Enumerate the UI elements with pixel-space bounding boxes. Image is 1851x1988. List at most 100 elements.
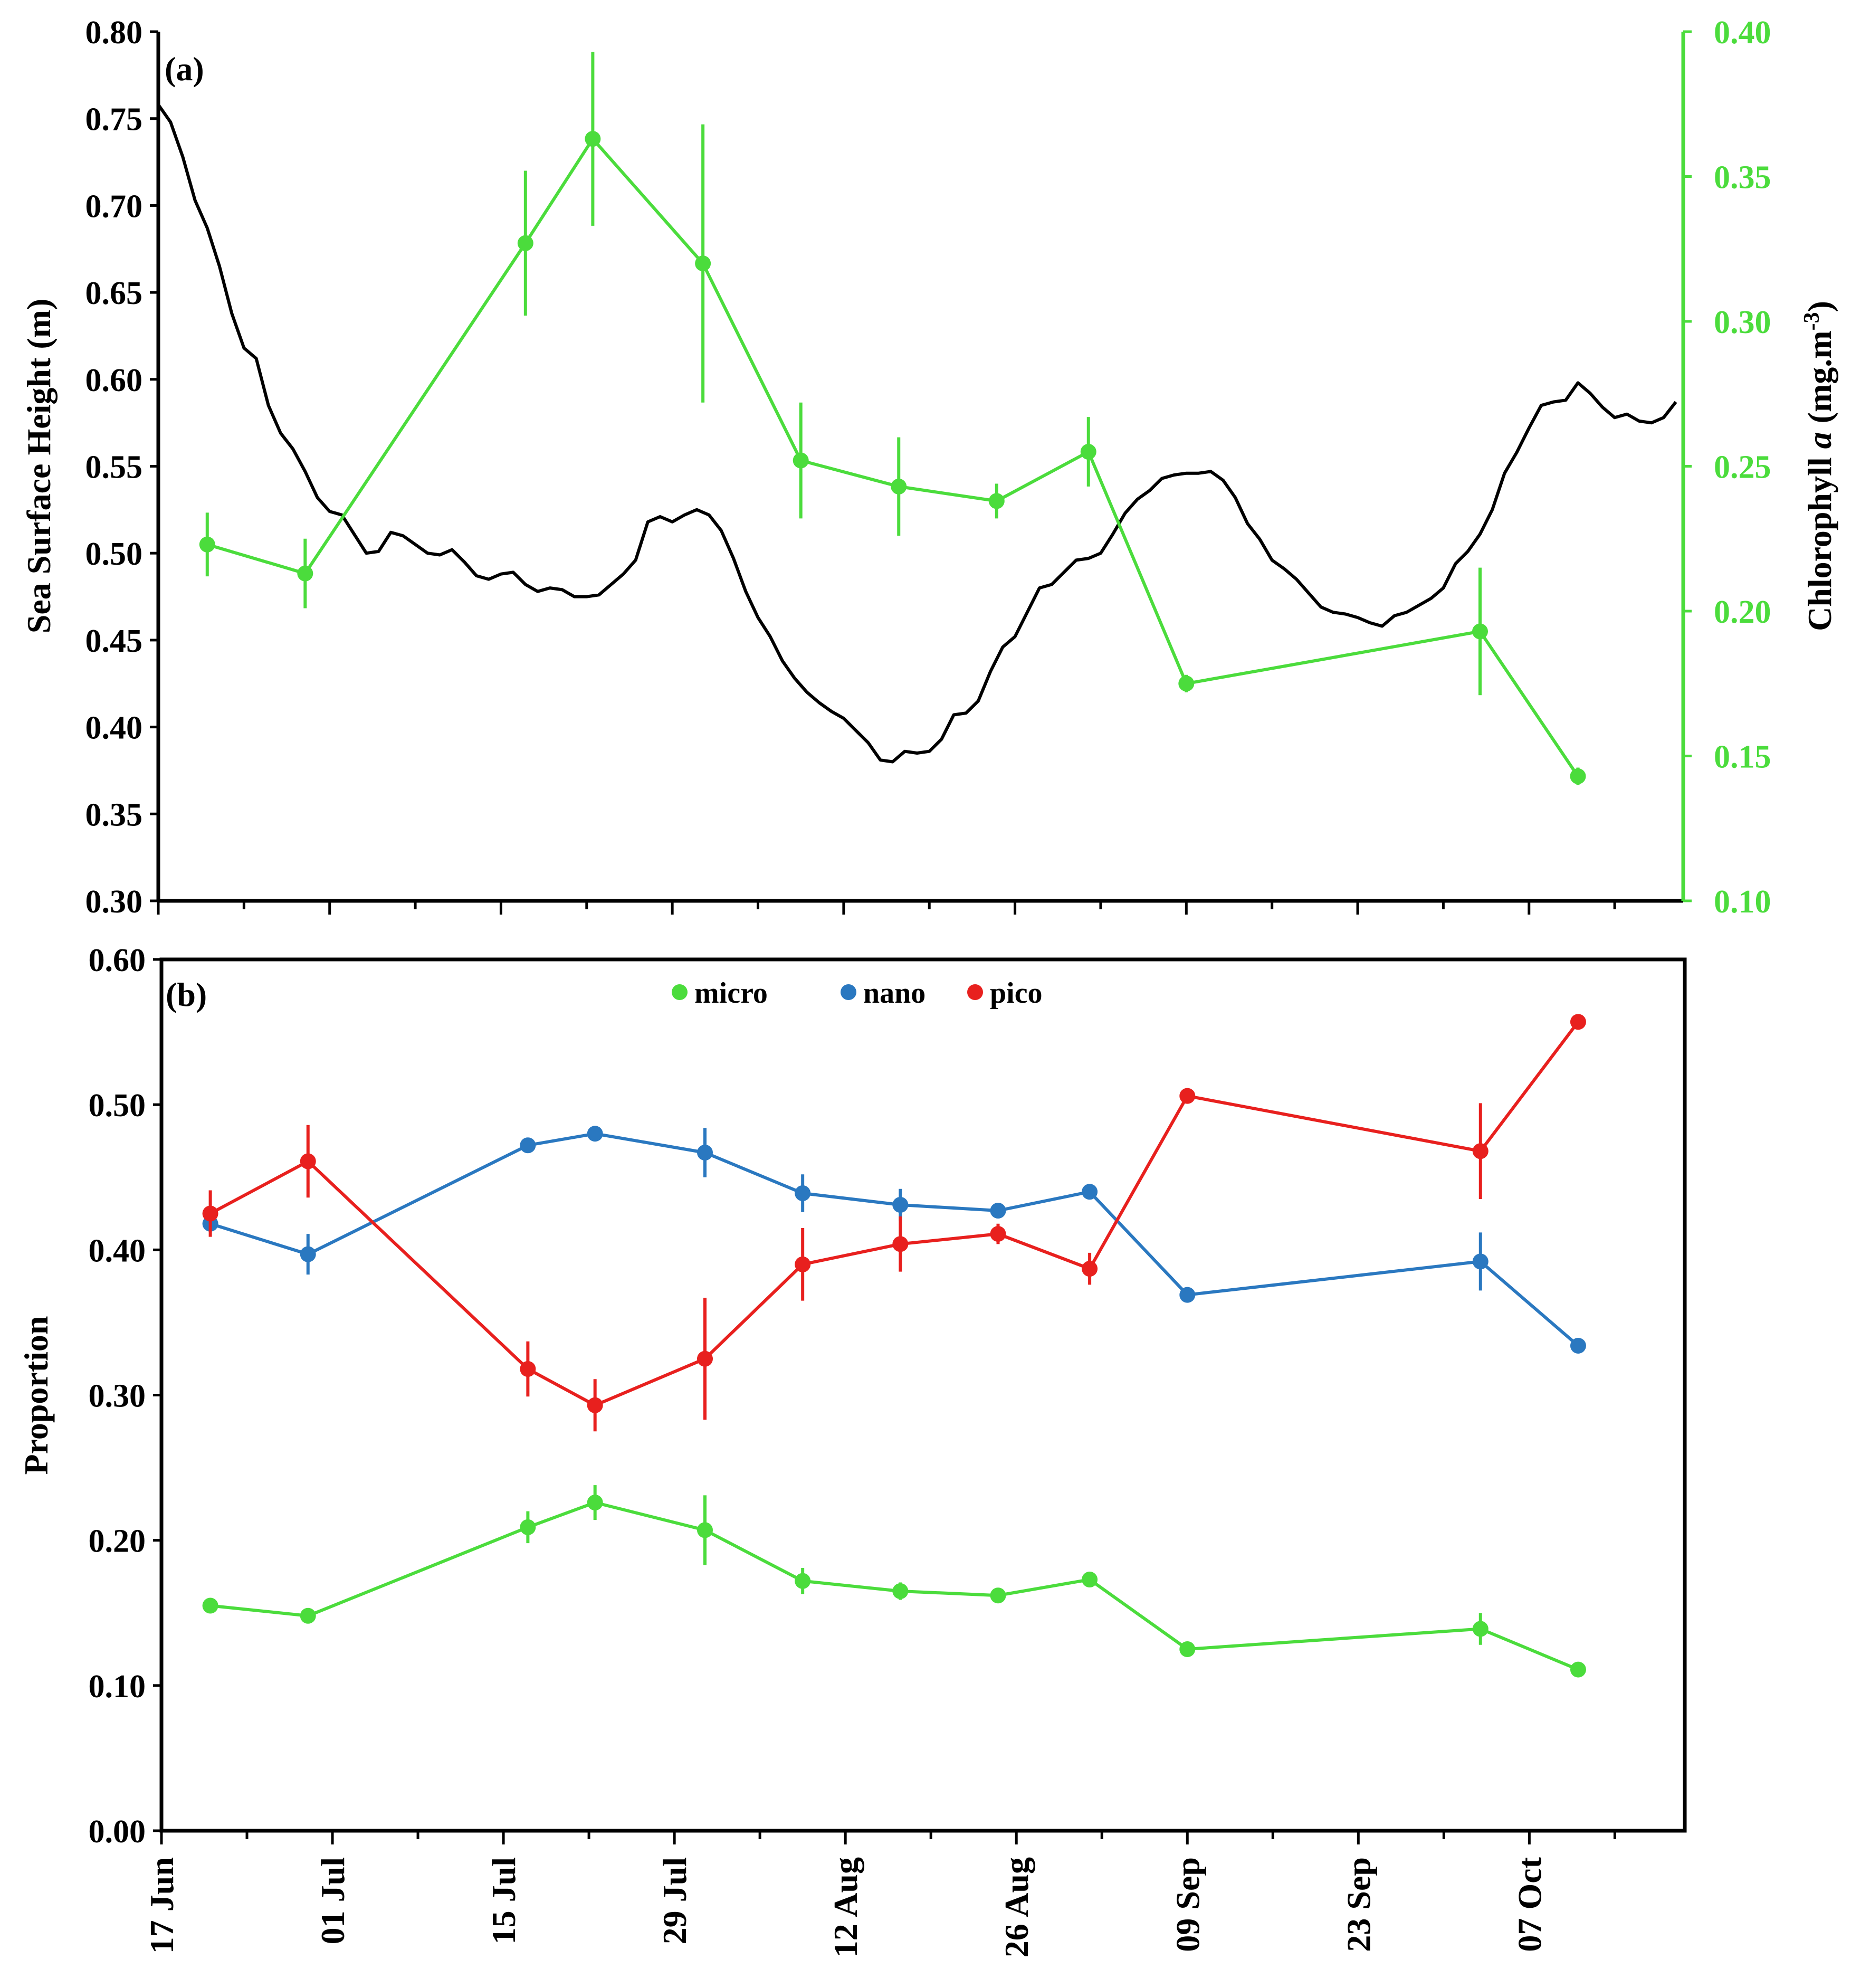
nano-line bbox=[209, 1132, 1579, 1347]
chlorophyll-point bbox=[695, 255, 711, 272]
x-tick-label: 23 Sep bbox=[1340, 1857, 1377, 1952]
pico-point bbox=[795, 1256, 811, 1272]
x-tick-label: 12 Aug bbox=[827, 1857, 864, 1957]
panel-a-y2-tick-label: 0.40 bbox=[1714, 15, 1771, 51]
panel-a-series bbox=[157, 52, 1677, 785]
micro-point bbox=[202, 1597, 218, 1614]
legend-label-pico: pico bbox=[990, 977, 1043, 1010]
micro-point bbox=[1472, 1621, 1489, 1637]
nano-point bbox=[990, 1203, 1006, 1219]
panel-b-label: (b) bbox=[166, 976, 207, 1013]
nano-point bbox=[587, 1126, 603, 1142]
panel-b-frame bbox=[159, 957, 1687, 1833]
panel-b: 0.00 0.10 0.20 0.30 0.40 0.50 0.60 17 Jun 01 Ju… bbox=[17, 943, 1687, 1957]
panel-a-y2-tick-label: 0.35 bbox=[1714, 160, 1771, 196]
chlorophyll-point bbox=[1178, 676, 1195, 692]
panel-b-y-tick-label: 0.30 bbox=[89, 1378, 146, 1414]
nano-point bbox=[1570, 1337, 1586, 1354]
pico-point bbox=[1179, 1088, 1196, 1104]
nano-point bbox=[697, 1144, 713, 1161]
pico-point bbox=[697, 1350, 713, 1367]
panel-a-y2-ticks: 0.10 0.15 0.20 0.25 0.30 0.35 0.40 bbox=[1683, 15, 1771, 920]
chlorophyll-point bbox=[1472, 623, 1488, 640]
panel-a-y-tick-label: 0.80 bbox=[85, 15, 143, 51]
chlorophyll-point bbox=[793, 452, 809, 469]
chlorophyll-point bbox=[199, 536, 215, 553]
panel-a-y-tick-label: 0.55 bbox=[85, 450, 143, 486]
panel-a-y2-tick-label: 0.15 bbox=[1714, 739, 1771, 775]
legend-label-micro: micro bbox=[694, 977, 768, 1010]
panel-a-y2-tick-label: 0.10 bbox=[1714, 884, 1771, 920]
panel-b-y-tick-label: 0.60 bbox=[89, 943, 146, 978]
pico-point bbox=[1570, 1014, 1586, 1030]
panel-a-y-ticks: 0.30 0.35 0.40 0.45 0.50 0.55 0.60 0.65 0.70 0.75… bbox=[85, 15, 158, 920]
nano-point bbox=[1179, 1287, 1196, 1303]
pico-point bbox=[202, 1205, 218, 1222]
pico-point bbox=[1082, 1261, 1098, 1277]
pico-line bbox=[209, 1021, 1580, 1407]
legend-label-nano: nano bbox=[863, 977, 926, 1010]
micro-point bbox=[1082, 1571, 1098, 1587]
ssh-line bbox=[157, 103, 1677, 764]
panel-a-y-axis-title: Sea Surface Height (m) bbox=[20, 299, 58, 634]
legend-marker-pico bbox=[967, 984, 983, 1000]
micro-point bbox=[795, 1573, 811, 1589]
panel-b-y-tick-label: 0.10 bbox=[89, 1669, 146, 1705]
micro-point bbox=[990, 1587, 1006, 1604]
series-micro bbox=[202, 1485, 1586, 1678]
panel-a-y-tick-label: 0.50 bbox=[85, 536, 143, 572]
panel-a-y-tick-label: 0.30 bbox=[85, 884, 143, 920]
chlorophyll-point bbox=[988, 493, 1005, 509]
panel-a-y-tick-label: 0.40 bbox=[85, 710, 143, 746]
y2-title-close: ) bbox=[1801, 301, 1838, 312]
panel-b-y-tick-label: 0.40 bbox=[89, 1233, 146, 1269]
y2-title-unit: (mg.m bbox=[1801, 330, 1838, 432]
nano-point bbox=[1472, 1253, 1489, 1270]
panel-b-x-ticks: 17 Jun 01 Jul 15 Jul 29 Jul 12 Aug 26 Aug 09 S… bbox=[143, 1831, 1616, 1957]
chlorophyll-point bbox=[891, 478, 907, 494]
chlorophyll-point bbox=[1570, 768, 1586, 784]
series-pico bbox=[202, 1014, 1586, 1432]
panel-a-y-tick-label: 0.75 bbox=[85, 102, 143, 138]
x-tick-label: 01 Jul bbox=[314, 1857, 351, 1944]
pico-point bbox=[892, 1236, 909, 1252]
panel-b-series bbox=[202, 1014, 1586, 1678]
micro-point bbox=[1570, 1661, 1586, 1678]
chlorophyll-point bbox=[297, 565, 313, 582]
micro-point bbox=[892, 1583, 909, 1599]
pico-point bbox=[990, 1226, 1006, 1242]
panel-a-y-tick-label: 0.35 bbox=[85, 797, 143, 833]
x-tick-label: 26 Aug bbox=[998, 1857, 1035, 1957]
panel-b-y-tick-label: 0.50 bbox=[89, 1088, 146, 1124]
pico-point bbox=[300, 1153, 316, 1169]
y2-title-prefix: Chlorophyll bbox=[1801, 449, 1838, 631]
panel-a-y-tick-label: 0.65 bbox=[85, 275, 143, 311]
chlorophyll-point bbox=[585, 131, 601, 147]
panel-a-label: (a) bbox=[165, 50, 204, 88]
chlorophyll-line bbox=[206, 137, 1579, 777]
pico-point bbox=[587, 1397, 603, 1413]
panel-b-y-tick-label: 0.20 bbox=[89, 1524, 146, 1559]
nano-point bbox=[300, 1246, 316, 1262]
y2-title-superscript: -3 bbox=[1800, 312, 1824, 330]
micro-line bbox=[210, 1501, 1579, 1671]
x-tick-label: 15 Jul bbox=[485, 1857, 522, 1944]
nano-point bbox=[795, 1185, 811, 1202]
panel-a: 0.30 0.35 0.40 0.45 0.50 0.55 0.60 0.65 0.70 0.75… bbox=[20, 15, 1838, 920]
legend-marker-nano bbox=[841, 984, 856, 1000]
panel-b-y-tick-label: 0.00 bbox=[89, 1814, 146, 1850]
x-tick-label: 29 Jul bbox=[656, 1857, 693, 1944]
panel-a-y-tick-label: 0.60 bbox=[85, 363, 143, 398]
nano-point bbox=[520, 1137, 536, 1154]
x-tick-label: 17 Jun bbox=[143, 1857, 180, 1954]
chlorophyll-point bbox=[1080, 444, 1096, 460]
micro-point bbox=[1179, 1641, 1196, 1658]
panel-a-y-tick-label: 0.70 bbox=[85, 188, 143, 224]
pico-point bbox=[520, 1361, 536, 1377]
micro-point bbox=[697, 1522, 713, 1538]
legend-marker-micro bbox=[672, 984, 688, 1000]
micro-point bbox=[587, 1495, 603, 1511]
micro-point bbox=[300, 1607, 316, 1624]
